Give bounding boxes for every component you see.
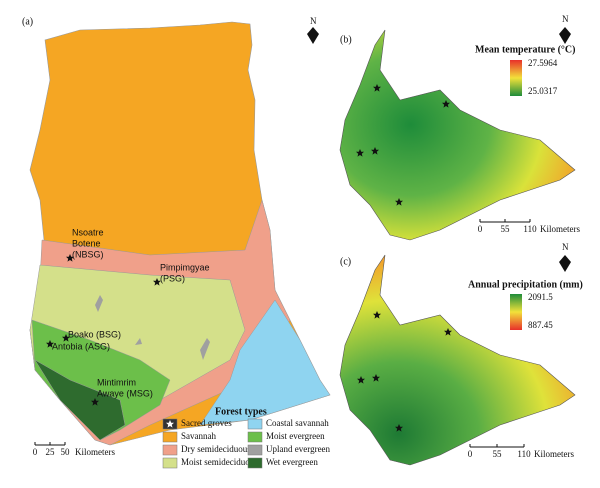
north-arrow	[559, 27, 571, 44]
colorbar-min: 25.0317	[528, 86, 558, 96]
scale-label: 50	[61, 447, 71, 457]
place-label: (PSG)	[160, 273, 185, 283]
place-label: (NBSG)	[72, 249, 104, 259]
place-label: Boako (BSG)	[68, 329, 121, 339]
north-arrow	[307, 27, 319, 44]
scale-bar: 0 55 110 Kilometers	[478, 219, 580, 234]
scale-unit: Kilometers	[534, 449, 574, 459]
colorbar	[510, 60, 522, 96]
colorbar-max: 27.5964	[528, 58, 558, 68]
legend: Sacred groves Savannah Dry semideciduous Mo…	[162, 418, 331, 469]
place-label: Antobia (ASG)	[52, 341, 110, 351]
place-label: Awaye (MSG)	[97, 388, 153, 398]
panel-label: (c)	[340, 256, 351, 267]
scale-unit: Kilometers	[540, 224, 580, 234]
colorbar-title: Mean temperature (°C)	[475, 44, 575, 55]
place-label: Botene	[72, 238, 101, 248]
legend-label: Coastal savannah	[266, 418, 329, 428]
scale-label: 110	[523, 224, 537, 234]
panel-b: (b) N Mean temperature (°C) 27.5964 25.0…	[339, 14, 580, 241]
place-label: Nsoatre	[72, 227, 104, 237]
scale-label: 25	[46, 447, 56, 457]
legend-label: Wet evergreen	[266, 457, 318, 467]
scale-unit: Kilometers	[75, 447, 115, 457]
legend-swatch	[162, 431, 178, 443]
north-label: N	[562, 14, 569, 24]
north-arrow	[559, 255, 571, 272]
scale-bar: 0 55 110 Kilometers	[468, 444, 574, 459]
place-label: Pimpimgyae	[160, 262, 210, 272]
legend-swatch	[162, 457, 178, 469]
legend-label: Dry semideciduous	[181, 444, 251, 454]
colorbar-min: 887.45	[528, 320, 553, 330]
legend-swatch	[247, 444, 263, 456]
legend-label: Sacred groves	[181, 418, 232, 428]
legend-label: Moist evergreen	[266, 431, 325, 441]
moist-evergreen-zone	[31, 319, 171, 441]
colorbar-title: Annual precipitation (mm)	[468, 279, 583, 290]
legend-title: Forest types	[215, 406, 267, 417]
legend-label: Savannah	[181, 431, 216, 441]
colorbar-max: 2091.5	[528, 292, 553, 302]
scale-label: 55	[501, 224, 511, 234]
legend-swatch	[162, 444, 178, 456]
north-label: N	[562, 242, 569, 252]
scale-label: 0	[468, 449, 473, 459]
north-label: N	[310, 16, 317, 26]
scale-label: 55	[493, 449, 503, 459]
legend-label: Upland evergreen	[266, 444, 331, 454]
scale-label: 110	[517, 449, 531, 459]
panel-label: (b)	[340, 34, 352, 45]
scale-label: 0	[33, 447, 38, 457]
panel-label: (a)	[22, 16, 33, 27]
scale-bar: 0 25 50 Kilometers	[33, 442, 115, 457]
legend-label: Moist semideciduous	[181, 457, 258, 467]
legend-swatch	[247, 418, 263, 430]
legend-swatch	[247, 457, 263, 469]
panel-a: (a) Nsoatre Botene (NBSG) Pimpimgyae (PS…	[22, 16, 331, 469]
colorbar	[510, 294, 522, 330]
panel-c: (c) N Annual precipitation (mm) 2091.5 8…	[339, 242, 583, 466]
wet-evergreen-zone	[34, 359, 126, 441]
place-label: Mintimrim	[97, 377, 136, 387]
legend-swatch	[247, 431, 263, 443]
scale-label: 0	[478, 224, 483, 234]
coastal-savannah-zone	[199, 299, 331, 426]
